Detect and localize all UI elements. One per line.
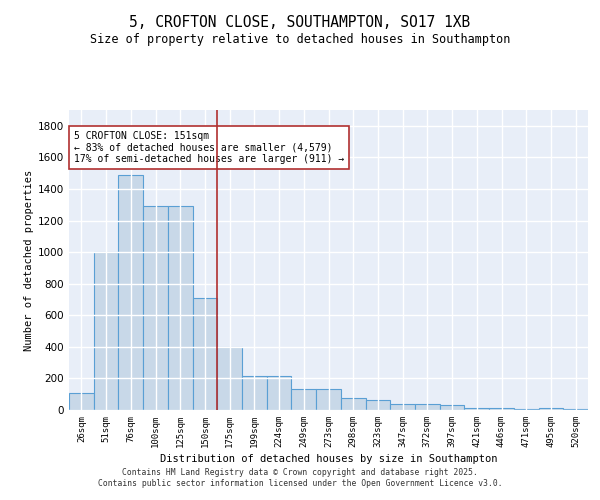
Text: Contains HM Land Registry data © Crown copyright and database right 2025.
Contai: Contains HM Land Registry data © Crown c… [98,468,502,487]
Bar [168,206,193,410]
Bar [415,404,440,410]
Bar [292,390,316,410]
Bar [316,390,341,410]
Bar [440,406,464,410]
X-axis label: Distribution of detached houses by size in Southampton: Distribution of detached houses by size … [160,454,497,464]
Bar [341,398,365,410]
Bar [514,409,539,410]
Y-axis label: Number of detached properties: Number of detached properties [24,170,34,350]
Bar [242,376,267,410]
Bar [118,174,143,410]
Text: 5, CROFTON CLOSE, SOUTHAMPTON, SO17 1XB: 5, CROFTON CLOSE, SOUTHAMPTON, SO17 1XB [130,15,470,30]
Text: Size of property relative to detached houses in Southampton: Size of property relative to detached ho… [90,32,510,46]
Bar [143,206,168,410]
Bar [69,394,94,410]
Bar [390,404,415,410]
Bar [267,376,292,410]
Bar [217,347,242,410]
Bar [489,408,514,410]
Bar [539,408,563,410]
Text: 5 CROFTON CLOSE: 151sqm
← 83% of detached houses are smaller (4,579)
17% of semi: 5 CROFTON CLOSE: 151sqm ← 83% of detache… [74,131,344,164]
Bar [464,408,489,410]
Bar [193,298,217,410]
Bar [365,400,390,410]
Bar [563,409,588,410]
Bar [94,252,118,410]
